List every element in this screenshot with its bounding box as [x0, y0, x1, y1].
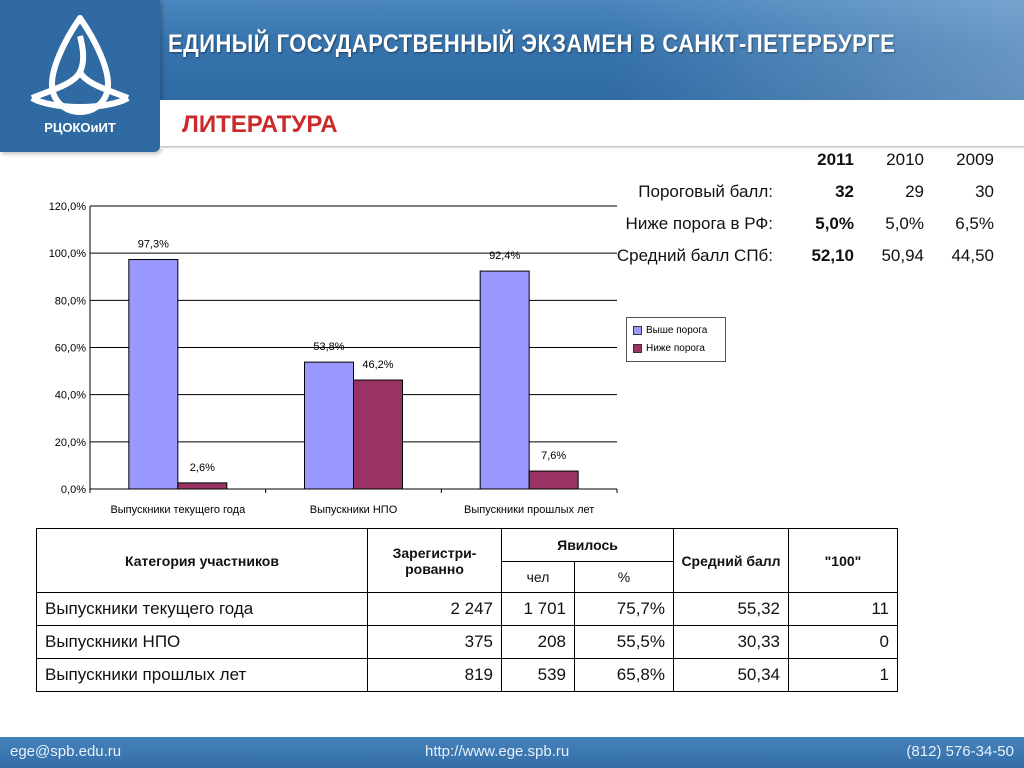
- stats-row: Средний балл СПб: 52,10 50,94 44,50: [580, 240, 994, 272]
- legend-label: Выше порога: [646, 325, 708, 336]
- stats-row-label: Средний балл СПб:: [616, 246, 773, 265]
- cell-average: 55,32: [673, 592, 789, 626]
- stats-value: 29: [905, 182, 924, 201]
- logo-text: РЦОКОиИТ: [44, 120, 116, 135]
- cell-registered: 819: [367, 658, 502, 692]
- header-appeared-count: чел: [501, 561, 575, 593]
- stats-value: 50,94: [881, 246, 924, 265]
- footer-email-link[interactable]: ege@spb.edu.ru: [10, 743, 122, 760]
- stats-row-label: Ниже порога в РФ:: [625, 214, 773, 233]
- table-subheader-row: чел %: [37, 561, 898, 593]
- logo-panel: РЦОКОиИТ: [0, 0, 160, 152]
- cell-pct: 55,5%: [574, 625, 674, 659]
- x-tick-label: Выпускники текущего года: [110, 504, 246, 516]
- logo-icon: [30, 15, 130, 115]
- stats-value: 5,0%: [885, 214, 924, 233]
- bar: [479, 270, 530, 490]
- participants-table: Категория участников Зарегистри-рованно …: [36, 528, 898, 692]
- stats-table: 2011 2010 2009 Пороговый балл: 32 29 30 …: [580, 144, 994, 272]
- footer-phone: (812) 576-34-50: [906, 743, 1014, 760]
- table-row: Выпускники текущего года 2 247 1 701 75,…: [36, 592, 898, 626]
- x-tick-label: Выпускники прошлых лет: [464, 504, 594, 516]
- cell-count: 1 701: [501, 592, 575, 626]
- cell-count: 539: [501, 658, 575, 692]
- cell-category: Выпускники прошлых лет: [36, 658, 368, 692]
- cell-registered: 2 247: [367, 592, 502, 626]
- data-label: 92,4%: [489, 250, 520, 262]
- stats-row: Ниже порога в РФ: 5,0% 5,0% 6,5%: [580, 208, 994, 240]
- cell-hundred: 1: [788, 658, 898, 692]
- header-appeared: Явилось: [501, 528, 674, 562]
- cell-hundred: 11: [788, 592, 898, 626]
- stats-year: 2009: [956, 150, 994, 169]
- y-tick-label: 20,0%: [55, 437, 86, 449]
- data-label: 2,6%: [190, 462, 215, 474]
- legend-swatch-above: [633, 326, 642, 335]
- header-registered: Зарегистри-рованно: [367, 528, 502, 593]
- cell-registered: 375: [367, 625, 502, 659]
- page-header-title: ЕДИНЫЙ ГОСУДАРСТВЕННЫЙ ЭКЗАМЕН В САНКТ-П…: [168, 30, 896, 58]
- footer-bar: ege@spb.edu.ru http://www.ege.spb.ru (81…: [0, 737, 1024, 768]
- bar: [128, 259, 179, 490]
- legend-label: Ниже порога: [646, 343, 705, 354]
- cell-pct: 65,8%: [574, 658, 674, 692]
- cell-category: Выпускники текущего года: [36, 592, 368, 626]
- table-row: Выпускники НПО 375 208 55,5% 30,33 0: [36, 625, 898, 659]
- x-tick-label: Выпускники НПО: [310, 504, 398, 516]
- cell-pct: 75,7%: [574, 592, 674, 626]
- stats-value: 30: [975, 182, 994, 201]
- y-tick-label: 80,0%: [55, 295, 86, 307]
- y-tick-label: 60,0%: [55, 343, 86, 355]
- subject-bar: [160, 100, 1024, 146]
- header-hundred: "100": [788, 528, 898, 593]
- data-label: 7,6%: [541, 450, 566, 462]
- stats-year: 2011: [817, 150, 854, 169]
- cell-average: 30,33: [673, 625, 789, 659]
- table-header-row: Категория участников Зарегистри-рованно …: [36, 528, 898, 593]
- cell-category: Выпускники НПО: [36, 625, 368, 659]
- bar: [177, 482, 228, 490]
- stats-value: 44,50: [951, 246, 994, 265]
- header-appeared-pct: %: [574, 561, 674, 593]
- stats-row: Пороговый балл: 32 29 30: [580, 176, 994, 208]
- stats-value: 5,0%: [815, 214, 854, 233]
- legend-item-above: Выше порога: [633, 325, 707, 336]
- stats-value: 52,10: [811, 246, 854, 265]
- cell-average: 50,34: [673, 658, 789, 692]
- header-average: Средний балл: [673, 528, 789, 593]
- cell-hundred: 0: [788, 625, 898, 659]
- chart-legend: Выше порога Ниже порога: [626, 317, 726, 362]
- subject-title: ЛИТЕРАТУРА: [182, 111, 338, 138]
- y-tick-label: 40,0%: [55, 390, 86, 402]
- legend-swatch-below: [633, 344, 642, 353]
- header-banner: ЕДИНЫЙ ГОСУДАРСТВЕННЫЙ ЭКЗАМЕН В САНКТ-П…: [0, 0, 1024, 100]
- cell-count: 208: [501, 625, 575, 659]
- bar: [353, 379, 403, 490]
- data-label: 97,3%: [138, 239, 169, 251]
- stats-row-label: Пороговый балл:: [638, 182, 773, 201]
- legend-item-below: Ниже порога: [633, 343, 705, 354]
- chart-canvas: 0,0% 20,0% 40,0% 60,0% 80,0% 100,0% 120,0% 97,3…: [49, 201, 618, 516]
- stats-corner: [580, 144, 779, 176]
- header-category: Категория участников: [36, 528, 368, 593]
- stats-value: 6,5%: [955, 214, 994, 233]
- bar: [304, 361, 354, 490]
- y-tick-label: 0,0%: [61, 484, 86, 496]
- table-row: Выпускники прошлых лет 819 539 65,8% 50,…: [36, 658, 898, 692]
- stats-header-row: 2011 2010 2009: [580, 144, 994, 176]
- data-label: 53,8%: [313, 341, 344, 353]
- bar: [528, 470, 579, 490]
- footer-url-link[interactable]: http://www.ege.spb.ru: [425, 743, 570, 760]
- header-background-image: [604, 0, 1024, 100]
- bar-chart: 0,0% 20,0% 40,0% 60,0% 80,0% 100,0% 120,0% 97,3…: [30, 192, 618, 522]
- y-tick-label: 120,0%: [49, 201, 87, 213]
- subject-divider: [160, 146, 1024, 149]
- stats-value: 32: [835, 182, 854, 201]
- stats-year: 2010: [886, 150, 924, 169]
- y-tick-label: 100,0%: [49, 248, 87, 260]
- data-label: 46,2%: [362, 359, 393, 371]
